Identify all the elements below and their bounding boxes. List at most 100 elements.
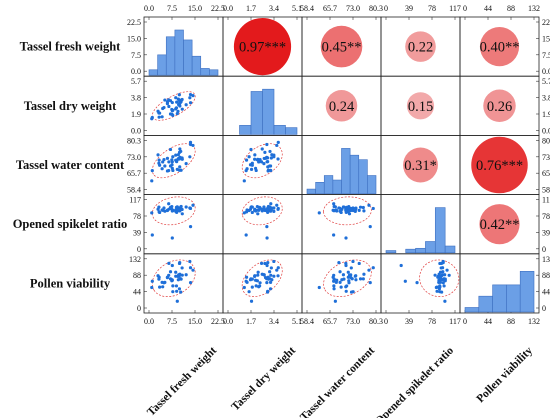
left-tick-label: 73.0	[127, 153, 141, 162]
scatter-point	[191, 143, 195, 148]
scatter-point	[156, 274, 160, 278]
scatter-point	[265, 208, 269, 212]
scatter-point	[443, 299, 447, 303]
scatter-point	[344, 285, 348, 289]
correlation-label: 0.22	[408, 40, 433, 56]
row-label-3: Opened spikelet ratio	[13, 217, 128, 231]
scatter-point	[244, 233, 248, 237]
scatter-point	[177, 168, 182, 172]
scatter-point	[165, 169, 170, 173]
scatter-point	[332, 287, 336, 291]
scatter-point	[358, 205, 363, 209]
left-tick-label: 0.0	[131, 126, 141, 135]
scatter-point	[269, 202, 273, 206]
histogram-bar	[434, 207, 446, 254]
left-tick-label: 0	[137, 304, 141, 313]
left-tick-label: 132	[129, 255, 141, 264]
histogram-bar	[306, 188, 316, 194]
scatter-point	[440, 290, 444, 294]
scatter-point	[275, 203, 279, 207]
scatter-point	[275, 268, 279, 272]
bottom-tick-label: 0.0	[144, 317, 154, 326]
histogram-bar	[262, 88, 275, 135]
correlation-label: 0.45**	[322, 40, 362, 56]
scatter-point	[256, 270, 260, 274]
scatter-point	[168, 206, 173, 210]
scatter-point	[176, 274, 180, 278]
right-tick-label: 5.7	[542, 77, 550, 86]
left-tick-label: 22.5	[127, 18, 141, 27]
top-tick-label: 88	[507, 4, 515, 13]
left-tick-label: 0.0	[131, 67, 141, 76]
scatter-point	[168, 270, 173, 274]
correlation-circle	[479, 204, 520, 245]
scatter-point	[263, 261, 267, 266]
bottom-tick-label: 73.0	[346, 317, 360, 326]
scatter-point	[268, 164, 272, 168]
scatter-point	[244, 275, 249, 279]
scatter-point	[250, 285, 254, 289]
top-tick-label: 15.0	[188, 4, 202, 13]
top-tick-label: 132	[528, 4, 540, 13]
histogram-bar	[506, 284, 521, 313]
scatter-point	[157, 111, 161, 115]
scatter-point	[168, 112, 173, 116]
scatter-point	[354, 206, 358, 210]
scatter-point	[178, 261, 182, 265]
correlation-circle	[406, 92, 435, 120]
histogram-bar	[183, 39, 193, 76]
scatter-point	[188, 259, 192, 264]
scatter-point	[258, 206, 262, 210]
scatter-point	[362, 209, 366, 213]
scatter-point	[176, 153, 180, 157]
bottom-tick-label: 117	[449, 317, 461, 326]
scatter-point	[167, 160, 171, 164]
scatter-point	[249, 147, 253, 152]
histogram-bar	[341, 148, 351, 194]
scatter-point	[260, 147, 264, 151]
scatter-point	[150, 285, 154, 290]
top-tick-label: 0.0	[223, 4, 233, 13]
histogram-bar	[385, 250, 397, 254]
scatter-point	[171, 208, 175, 213]
histogram-bar	[191, 55, 202, 76]
scatter-point	[242, 179, 246, 183]
scatter-point	[162, 105, 166, 110]
scatter-point	[156, 153, 160, 157]
right-tick-label: 0	[542, 245, 546, 254]
histogram-bar	[285, 127, 298, 135]
scatter-point	[184, 205, 188, 209]
cell-3-2	[301, 194, 382, 255]
scatter-point	[177, 93, 181, 97]
histogram-bar	[405, 248, 416, 254]
top-tick-label: 73.0	[346, 4, 360, 13]
scatter-point	[253, 274, 257, 278]
bottom-tick-label: 1.7	[246, 317, 256, 326]
right-tick-label: 7.5	[542, 51, 550, 60]
scatter-point	[262, 273, 266, 277]
scatter-point	[244, 158, 249, 162]
scatter-point	[265, 225, 269, 229]
histogram-bar	[250, 91, 263, 135]
correlation-label: 0.24	[329, 99, 355, 115]
scatter-point	[415, 281, 419, 285]
scatter-point	[165, 208, 170, 212]
cell-4-4	[459, 253, 540, 314]
scatter-point	[165, 156, 170, 160]
scatter-point	[242, 285, 246, 290]
scatter-point	[174, 270, 178, 274]
scatter-point	[266, 210, 270, 214]
scatter-point	[188, 140, 193, 144]
scatter-point	[266, 289, 270, 293]
scatter-point	[247, 290, 251, 294]
scatter-point	[249, 299, 254, 303]
scatter-point	[161, 285, 165, 289]
scatter-point	[268, 280, 273, 284]
scatter-point	[368, 225, 372, 229]
scatter-point	[157, 205, 161, 209]
right-tick-label: 117	[542, 196, 550, 205]
bottom-tick-label: 22.5	[211, 317, 225, 326]
scatter-point	[150, 117, 154, 121]
left-tick-label: 88	[133, 271, 141, 280]
right-tick-label: 88	[542, 271, 550, 280]
